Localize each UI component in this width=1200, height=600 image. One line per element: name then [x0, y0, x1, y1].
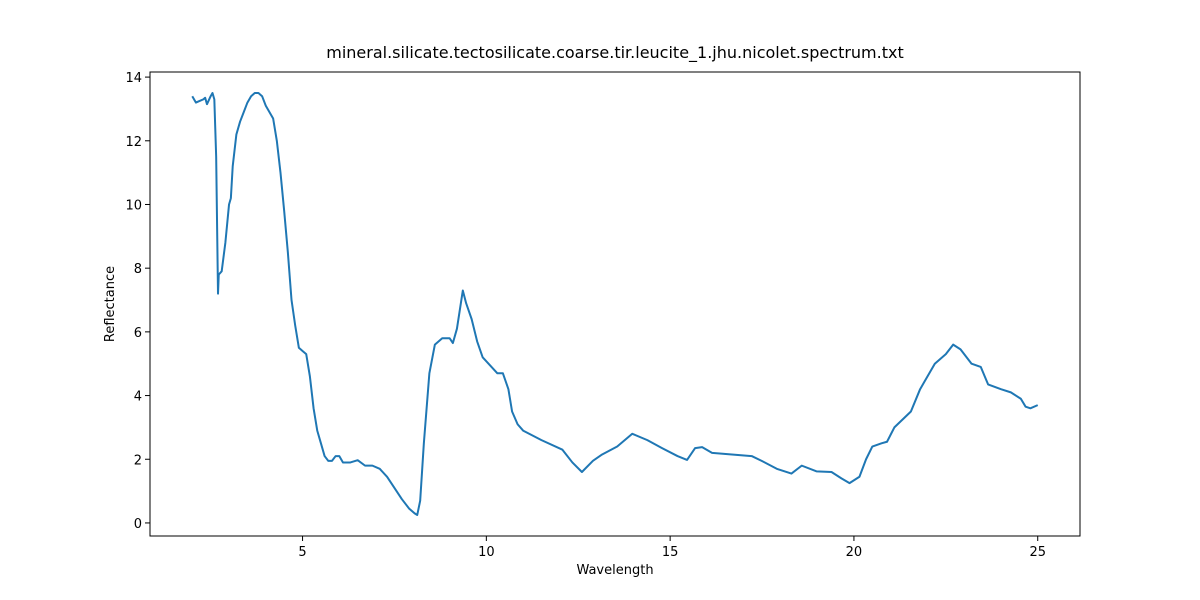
y-tick-label: 10	[125, 198, 142, 213]
y-tick-label: 14	[125, 71, 142, 86]
y-tick-label: 2	[134, 453, 142, 468]
y-tick-label: 8	[134, 262, 142, 277]
chart-title: mineral.silicate.tectosilicate.coarse.ti…	[326, 43, 904, 63]
x-tick-label: 15	[662, 545, 679, 560]
x-tick-label: 20	[846, 545, 863, 560]
y-tick-label: 12	[125, 135, 142, 150]
y-tick-label: 6	[134, 326, 142, 341]
x-tick-label: 25	[1029, 545, 1046, 560]
x-axis-label: Wavelength	[576, 563, 653, 578]
y-tick-label: 0	[134, 517, 142, 532]
data-line	[191, 92, 1039, 516]
x-tick-label: 10	[478, 545, 495, 560]
y-axis-label: Reflectance	[103, 266, 118, 342]
y-tick-label: 4	[134, 390, 142, 405]
plot-frame	[149, 71, 1081, 537]
x-tick-label: 5	[298, 545, 306, 560]
